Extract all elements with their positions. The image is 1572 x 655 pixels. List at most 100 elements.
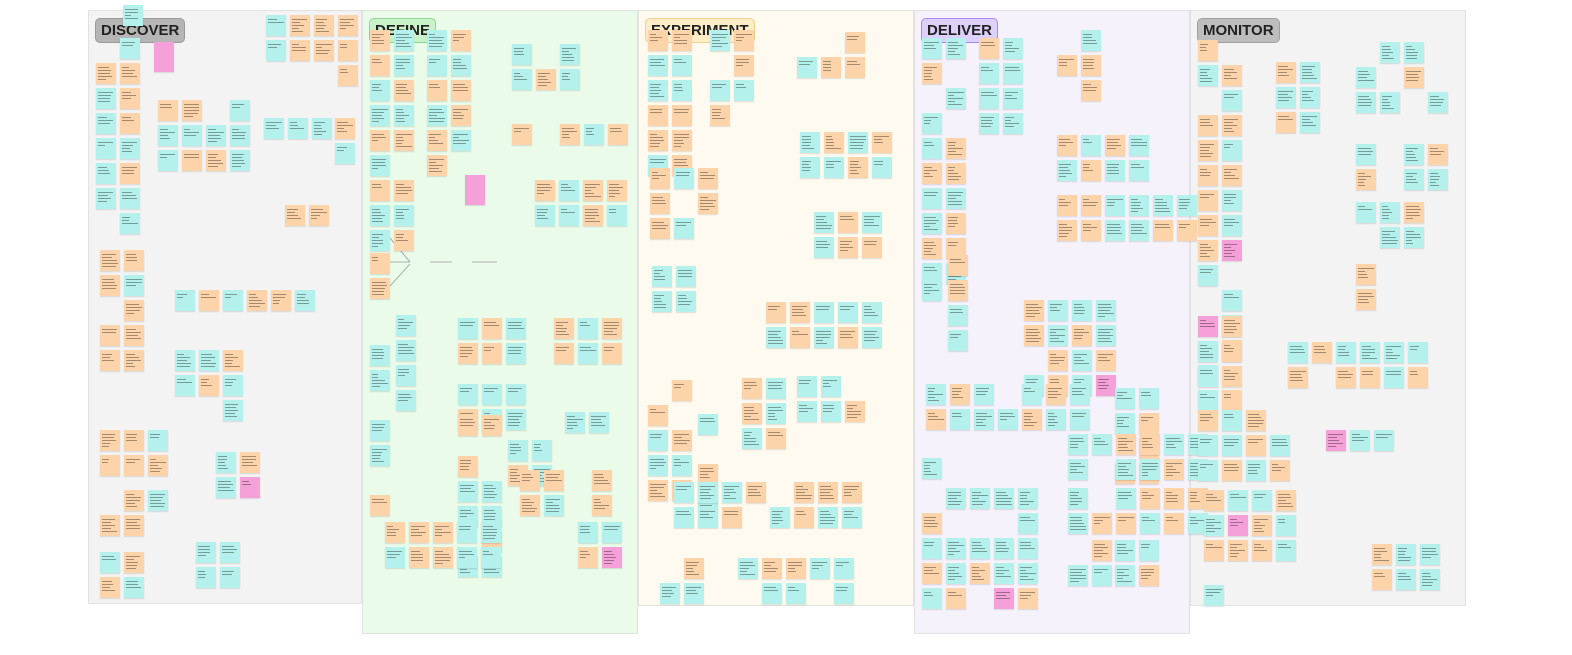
sticky-note[interactable] <box>481 547 501 568</box>
sticky-note[interactable] <box>182 125 202 146</box>
sticky-note[interactable] <box>370 345 390 366</box>
sticky-note[interactable] <box>838 327 858 348</box>
sticky-note[interactable] <box>96 188 116 209</box>
sticky-note[interactable] <box>648 30 668 51</box>
sticky-note[interactable] <box>1270 435 1290 456</box>
sticky-note[interactable] <box>794 482 814 503</box>
sticky-note[interactable] <box>1246 460 1266 481</box>
sticky-note[interactable] <box>607 205 627 226</box>
sticky-note[interactable] <box>1081 135 1101 156</box>
sticky-note[interactable] <box>458 318 478 339</box>
sticky-note[interactable] <box>946 538 966 559</box>
sticky-note[interactable] <box>427 105 447 126</box>
sticky-note[interactable] <box>672 380 692 401</box>
sticky-note[interactable] <box>766 428 786 449</box>
sticky-note[interactable] <box>672 130 692 151</box>
sticky-note[interactable] <box>950 409 970 430</box>
sticky-note[interactable] <box>338 40 358 61</box>
sticky-note[interactable] <box>1404 67 1424 88</box>
sticky-note[interactable] <box>1276 112 1296 133</box>
sticky-note[interactable] <box>427 130 447 151</box>
sticky-note[interactable] <box>1139 413 1159 434</box>
sticky-note[interactable] <box>814 237 834 258</box>
sticky-note[interactable] <box>1252 540 1272 561</box>
sticky-note[interactable] <box>698 193 718 214</box>
sticky-note[interactable] <box>124 430 144 451</box>
sticky-note[interactable] <box>648 455 668 476</box>
sticky-note[interactable] <box>578 343 598 364</box>
sticky-note[interactable] <box>698 464 718 485</box>
sticky-note[interactable] <box>1336 367 1356 388</box>
sticky-note[interactable] <box>1048 350 1068 371</box>
sticky-note[interactable] <box>182 150 202 171</box>
sticky-note[interactable] <box>1222 341 1242 362</box>
sticky-note[interactable] <box>1003 88 1023 109</box>
sticky-note[interactable] <box>1070 409 1090 430</box>
sticky-note[interactable] <box>394 205 414 226</box>
sticky-note[interactable] <box>710 80 730 101</box>
sticky-note[interactable] <box>295 290 315 311</box>
sticky-note[interactable] <box>457 522 477 543</box>
sticky-note[interactable] <box>220 567 240 588</box>
sticky-note[interactable] <box>124 455 144 476</box>
sticky-note[interactable] <box>762 558 782 579</box>
sticky-note[interactable] <box>1396 569 1416 590</box>
sticky-note[interactable] <box>1198 460 1218 481</box>
sticky-note[interactable] <box>946 188 966 209</box>
sticky-note[interactable] <box>674 507 694 528</box>
sticky-note[interactable] <box>120 188 140 209</box>
sticky-note[interactable] <box>710 30 730 51</box>
sticky-note[interactable] <box>862 212 882 233</box>
sticky-note[interactable] <box>1404 169 1424 190</box>
sticky-note[interactable] <box>1198 366 1218 387</box>
sticky-note[interactable] <box>394 130 414 151</box>
sticky-note[interactable] <box>648 55 668 76</box>
sticky-note[interactable] <box>1129 135 1149 156</box>
sticky-note[interactable] <box>1092 513 1112 534</box>
sticky-note[interactable] <box>1188 488 1208 509</box>
sticky-note[interactable] <box>1188 513 1208 534</box>
sticky-note[interactable] <box>1024 300 1044 321</box>
sticky-note[interactable] <box>1092 565 1112 586</box>
sticky-note[interactable] <box>1115 413 1135 434</box>
sticky-note[interactable] <box>290 40 310 61</box>
sticky-note[interactable] <box>1222 290 1242 311</box>
sticky-note[interactable] <box>848 157 868 178</box>
sticky-note[interactable] <box>1276 540 1296 561</box>
sticky-note[interactable] <box>482 384 502 405</box>
sticky-note[interactable] <box>1396 544 1416 565</box>
sticky-note[interactable] <box>1336 342 1356 363</box>
sticky-note[interactable] <box>1116 488 1136 509</box>
sticky-note[interactable] <box>684 558 704 579</box>
sticky-note[interactable] <box>96 163 116 184</box>
sticky-note[interactable] <box>370 80 390 101</box>
sticky-note[interactable] <box>199 290 219 311</box>
sticky-note[interactable] <box>1222 460 1242 481</box>
sticky-note[interactable] <box>672 55 692 76</box>
sticky-note[interactable] <box>100 552 120 573</box>
sticky-note[interactable] <box>1204 490 1224 511</box>
sticky-note[interactable] <box>1198 165 1218 186</box>
sticky-note[interactable] <box>922 538 942 559</box>
sticky-note[interactable] <box>722 482 742 503</box>
sticky-note[interactable] <box>970 563 990 584</box>
sticky-note[interactable] <box>433 522 453 543</box>
sticky-note[interactable] <box>922 563 942 584</box>
sticky-note[interactable] <box>602 318 622 339</box>
sticky-note[interactable] <box>216 477 236 498</box>
sticky-note[interactable] <box>1374 430 1394 451</box>
sticky-note[interactable] <box>370 180 390 201</box>
sticky-note[interactable] <box>821 376 841 397</box>
sticky-note[interactable] <box>451 55 471 76</box>
sticky-note[interactable] <box>230 150 250 171</box>
sticky-note[interactable] <box>100 430 120 451</box>
sticky-note[interactable] <box>370 155 390 176</box>
sticky-note[interactable] <box>698 507 718 528</box>
sticky-note[interactable] <box>120 138 140 159</box>
sticky-note[interactable] <box>560 124 580 145</box>
sticky-note[interactable] <box>1356 289 1376 310</box>
sticky-note[interactable] <box>994 563 1014 584</box>
sticky-note[interactable] <box>1428 169 1448 190</box>
sticky-note[interactable] <box>409 522 429 543</box>
sticky-note[interactable] <box>1384 367 1404 388</box>
